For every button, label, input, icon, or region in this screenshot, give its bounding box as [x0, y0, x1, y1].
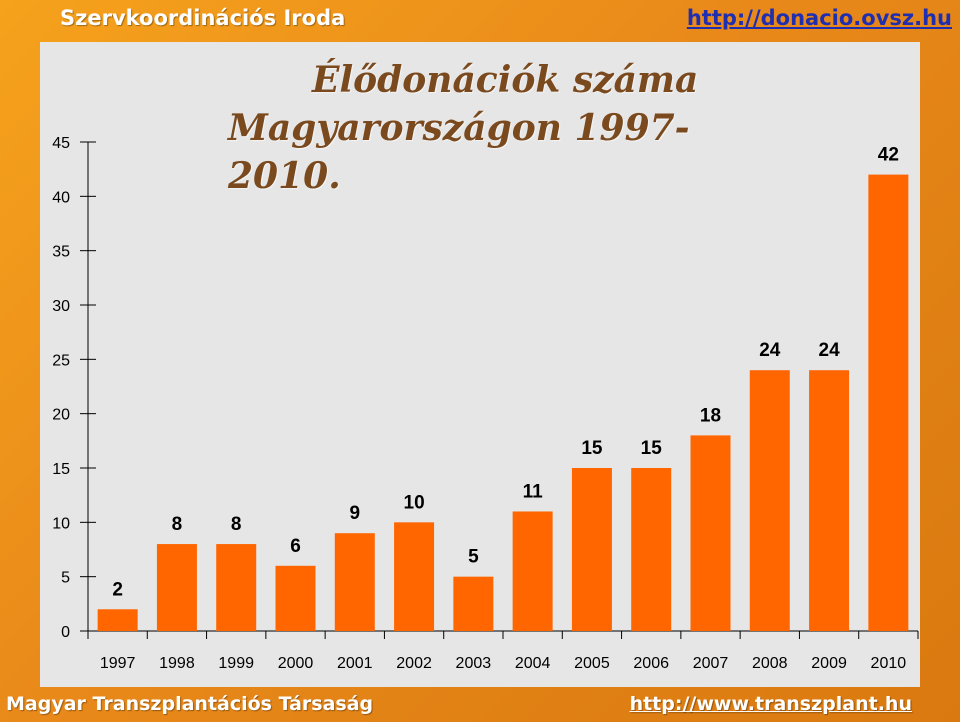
bar-value-label: 9	[349, 503, 360, 524]
bar-value-label: 15	[641, 438, 663, 459]
header-org-title: Szervkoordinációs Iroda	[60, 6, 346, 30]
chart-title-line2: Magyarországon 1997-2010.	[228, 107, 690, 197]
bar	[156, 544, 197, 631]
y-tick-label: 40	[52, 189, 70, 206]
bar-value-label: 24	[759, 340, 781, 361]
footer-org-title: Magyar Transzplantációs Társaság	[6, 693, 374, 715]
x-category-label: 2005	[574, 655, 610, 672]
x-category-label: 2006	[633, 655, 669, 672]
bar-value-label: 24	[819, 340, 841, 361]
bar	[453, 576, 494, 631]
x-category-label: 2007	[693, 655, 729, 672]
bar	[868, 174, 909, 631]
x-category-label: 2008	[752, 655, 788, 672]
y-tick-label: 20	[52, 407, 70, 424]
bar-value-label: 8	[172, 514, 183, 535]
bar	[334, 533, 375, 631]
header-link[interactable]: http://donacio.ovsz.hu	[686, 6, 952, 30]
bar	[809, 370, 850, 631]
bar-value-label: 15	[581, 438, 603, 459]
bar	[97, 609, 138, 631]
bar	[216, 544, 257, 631]
bar-value-label: 11	[523, 481, 544, 502]
y-tick-label: 35	[52, 244, 70, 261]
header-bar: Szervkoordinációs Iroda http://donacio.o…	[0, 0, 960, 42]
x-category-label: 2001	[337, 655, 373, 672]
bar	[512, 511, 553, 631]
x-category-label: 1998	[159, 655, 195, 672]
bar	[631, 468, 672, 631]
chart-title-line1: Élődonációk száma	[312, 59, 699, 101]
bar-value-label: 42	[878, 145, 899, 166]
y-tick-label: 5	[61, 570, 70, 587]
x-category-label: 2000	[278, 655, 314, 672]
bar-value-label: 2	[112, 579, 123, 600]
y-tick-label: 15	[52, 461, 70, 478]
x-category-label: 2003	[456, 655, 492, 672]
x-category-label: 2009	[811, 655, 847, 672]
y-tick-label: 10	[52, 515, 70, 532]
bar-value-label: 6	[290, 536, 301, 557]
footer-link[interactable]: http://www.transzplant.hu	[629, 693, 912, 715]
bar-value-label: 10	[404, 492, 425, 513]
y-tick-label: 30	[52, 298, 70, 315]
x-category-label: 2002	[396, 655, 432, 672]
bar	[571, 468, 612, 631]
y-tick-label: 45	[52, 135, 70, 152]
y-tick-label: 25	[52, 352, 70, 369]
x-category-label: 2004	[515, 655, 551, 672]
bar	[275, 565, 316, 631]
chart-title: Élődonációk száma Magyarországon 1997-20…	[228, 56, 748, 200]
bar-value-label: 5	[468, 547, 479, 568]
bar	[749, 370, 790, 631]
bar-value-label: 8	[231, 514, 242, 535]
bar	[394, 522, 435, 631]
bar	[690, 435, 731, 631]
x-category-label: 1999	[218, 655, 254, 672]
y-tick-label: 0	[61, 624, 70, 641]
footer-bar: Magyar Transzplantációs Társaság http://…	[0, 688, 960, 722]
bar-value-label: 18	[700, 405, 721, 426]
x-category-label: 1997	[100, 655, 136, 672]
x-category-label: 2010	[871, 655, 907, 672]
